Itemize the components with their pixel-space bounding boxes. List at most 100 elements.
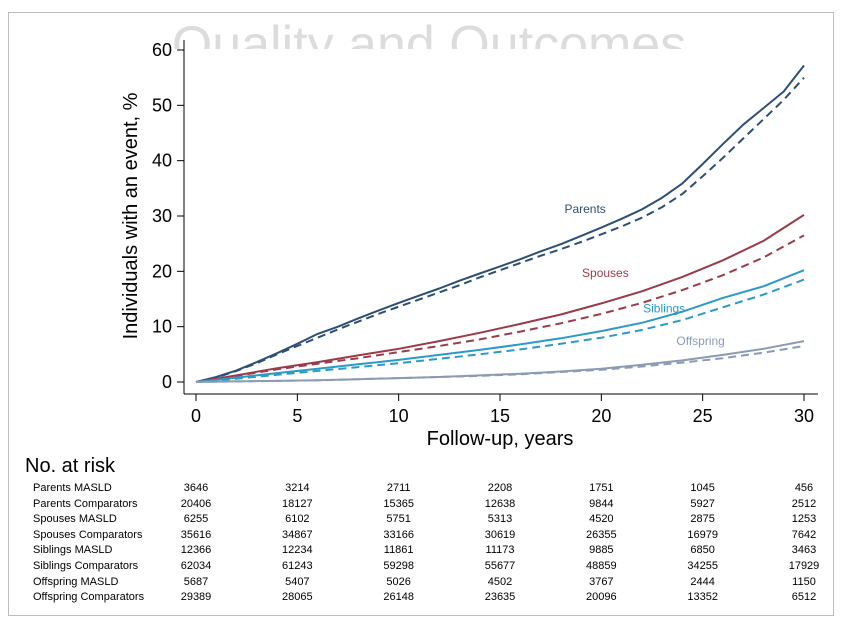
risk-value: 26355: [586, 528, 617, 541]
risk-row: Offspring Comparators 29389 28065 26148 2363…: [25, 589, 825, 605]
risk-value: 12234: [282, 544, 313, 557]
risk-row-label: Siblings MASLD: [33, 544, 113, 557]
risk-value: 62034: [180, 560, 212, 572]
risk-value: 26148: [383, 591, 414, 604]
series-label-spouses: Spouses: [582, 266, 629, 280]
risk-value: 3214: [285, 482, 310, 494]
series-line-spouses-comparators: [195, 234, 805, 383]
risk-value: 6102: [285, 513, 310, 526]
risk-value: 6850: [690, 544, 715, 557]
risk-value: 59298: [383, 560, 414, 572]
risk-value: 5751: [386, 513, 411, 526]
risk-value: 48859: [586, 560, 617, 572]
series-layer: [195, 64, 805, 383]
risk-value: 2444: [690, 575, 715, 588]
risk-value: 1253: [791, 513, 817, 526]
risk-value: 23635: [484, 591, 516, 604]
risk-value: 2711: [386, 482, 411, 494]
risk-row-label: Offspring Comparators: [33, 591, 145, 604]
risk-value: 6512: [791, 591, 817, 604]
y-tick-label: 0: [162, 372, 172, 392]
x-tick-label: 5: [292, 406, 302, 426]
risk-table-heading: No. at risk: [25, 455, 116, 477]
risk-value: 17929: [788, 560, 820, 572]
risk-row: Siblings Comparators 62034 61243 59298 55677…: [25, 558, 825, 574]
risk-value: 12638: [484, 497, 516, 510]
risk-value: 5026: [386, 575, 411, 588]
x-tick-label: 15: [490, 406, 510, 426]
series-label-parents: Parents: [564, 202, 605, 216]
risk-value: 28065: [282, 591, 313, 604]
risk-value: 3646: [183, 482, 209, 494]
risk-value: 20096: [586, 591, 617, 604]
risk-row-label: Spouses MASLD: [33, 513, 117, 526]
annotation-layer: Parents Spouses Siblings Offspring: [564, 202, 724, 348]
risk-row-label: Siblings Comparators: [33, 560, 139, 572]
risk-value: 3767: [589, 575, 614, 588]
risk-value: 456: [794, 482, 814, 494]
kaplan-meier-plot: 0 5 10 15 20 25 30 0 10 20 30 40 50 60 Parents Spouses…: [120, 40, 818, 450]
series-line-parents-comparators: [195, 77, 805, 383]
risk-value: 11173: [485, 544, 515, 557]
risk-value: 30619: [484, 528, 516, 541]
risk-row: Parents MASLD 3646 3214 2711 2208 1751 1045 456: [25, 480, 825, 496]
risk-value: 2875: [690, 513, 715, 526]
risk-value: 15365: [383, 497, 414, 510]
risk-value: 9844: [589, 497, 614, 510]
risk-value: 18127: [282, 497, 313, 510]
risk-value: 5687: [183, 575, 209, 588]
risk-value: 6255: [183, 513, 209, 526]
risk-row-label: Spouses Comparators: [33, 528, 143, 541]
risk-value: 2512: [791, 497, 817, 510]
y-axis-title: Individuals with an event, %: [120, 92, 142, 339]
risk-value: 33166: [383, 528, 414, 541]
y-tick-label: 40: [152, 151, 172, 171]
x-tick-label: 0: [191, 406, 201, 426]
risk-row: Spouses MASLD 6255 6102 5751 5313 4520 2875 125…: [25, 511, 825, 527]
x-tick-label: 10: [389, 406, 409, 426]
series-line-siblings-comparators: [195, 278, 805, 383]
y-tick-label: 30: [152, 206, 172, 226]
risk-value: 4502: [487, 575, 513, 588]
risk-value: 5313: [487, 513, 513, 526]
risk-value: 7642: [791, 528, 817, 541]
risk-row-label: Offspring MASLD: [33, 575, 119, 588]
risk-value: 1150: [792, 575, 816, 588]
x-tick-label: 20: [591, 406, 611, 426]
risk-value: 13352: [687, 591, 718, 604]
risk-row: Spouses Comparators 35616 34867 33166 30619 2…: [25, 527, 825, 543]
y-tick-label: 20: [152, 261, 172, 281]
risk-value: 5927: [690, 497, 715, 510]
series-line-offspring-comparators: [195, 345, 805, 383]
risk-value: 1751: [589, 482, 614, 494]
risk-value: 5407: [285, 575, 310, 588]
series-line-spouses: [195, 214, 805, 383]
watermark-text: Quality and Outcomes: [171, 16, 687, 49]
risk-row: Offspring MASLD 5687 5407 5026 4502 3767 2444 1…: [25, 574, 825, 590]
risk-value: 4520: [589, 513, 614, 526]
x-axis-title: Follow-up, years: [427, 428, 574, 450]
y-tick-label: 60: [152, 40, 172, 60]
risk-row-label: Parents MASLD: [33, 482, 112, 494]
risk-value: 9885: [589, 544, 614, 557]
risk-value: 11861: [383, 544, 414, 557]
risk-value: 1045: [690, 482, 715, 494]
risk-row-label: Parents Comparators: [33, 497, 138, 510]
risk-value: 29389: [180, 591, 212, 604]
risk-value: 2208: [487, 482, 513, 494]
series-line-parents: [195, 64, 805, 383]
series-line-siblings: [195, 269, 805, 383]
risk-row: Siblings MASLD 12366 12234 11861 11173 9885 68…: [25, 542, 825, 558]
series-label-siblings: Siblings: [643, 301, 685, 315]
risk-row: Parents Comparators 20406 18127 15365 12638 9…: [25, 496, 825, 512]
risk-value: 3463: [791, 544, 817, 557]
y-tick-label: 10: [152, 317, 172, 337]
risk-value: 34867: [282, 528, 313, 541]
risk-value: 20406: [180, 497, 212, 510]
x-tick-label: 30: [794, 406, 814, 426]
risk-value: 16979: [687, 528, 718, 541]
series-label-offspring: Offspring: [676, 334, 724, 348]
risk-value: 12366: [180, 544, 212, 557]
x-tick-label: 25: [693, 406, 713, 426]
risk-value: 34255: [687, 560, 718, 572]
